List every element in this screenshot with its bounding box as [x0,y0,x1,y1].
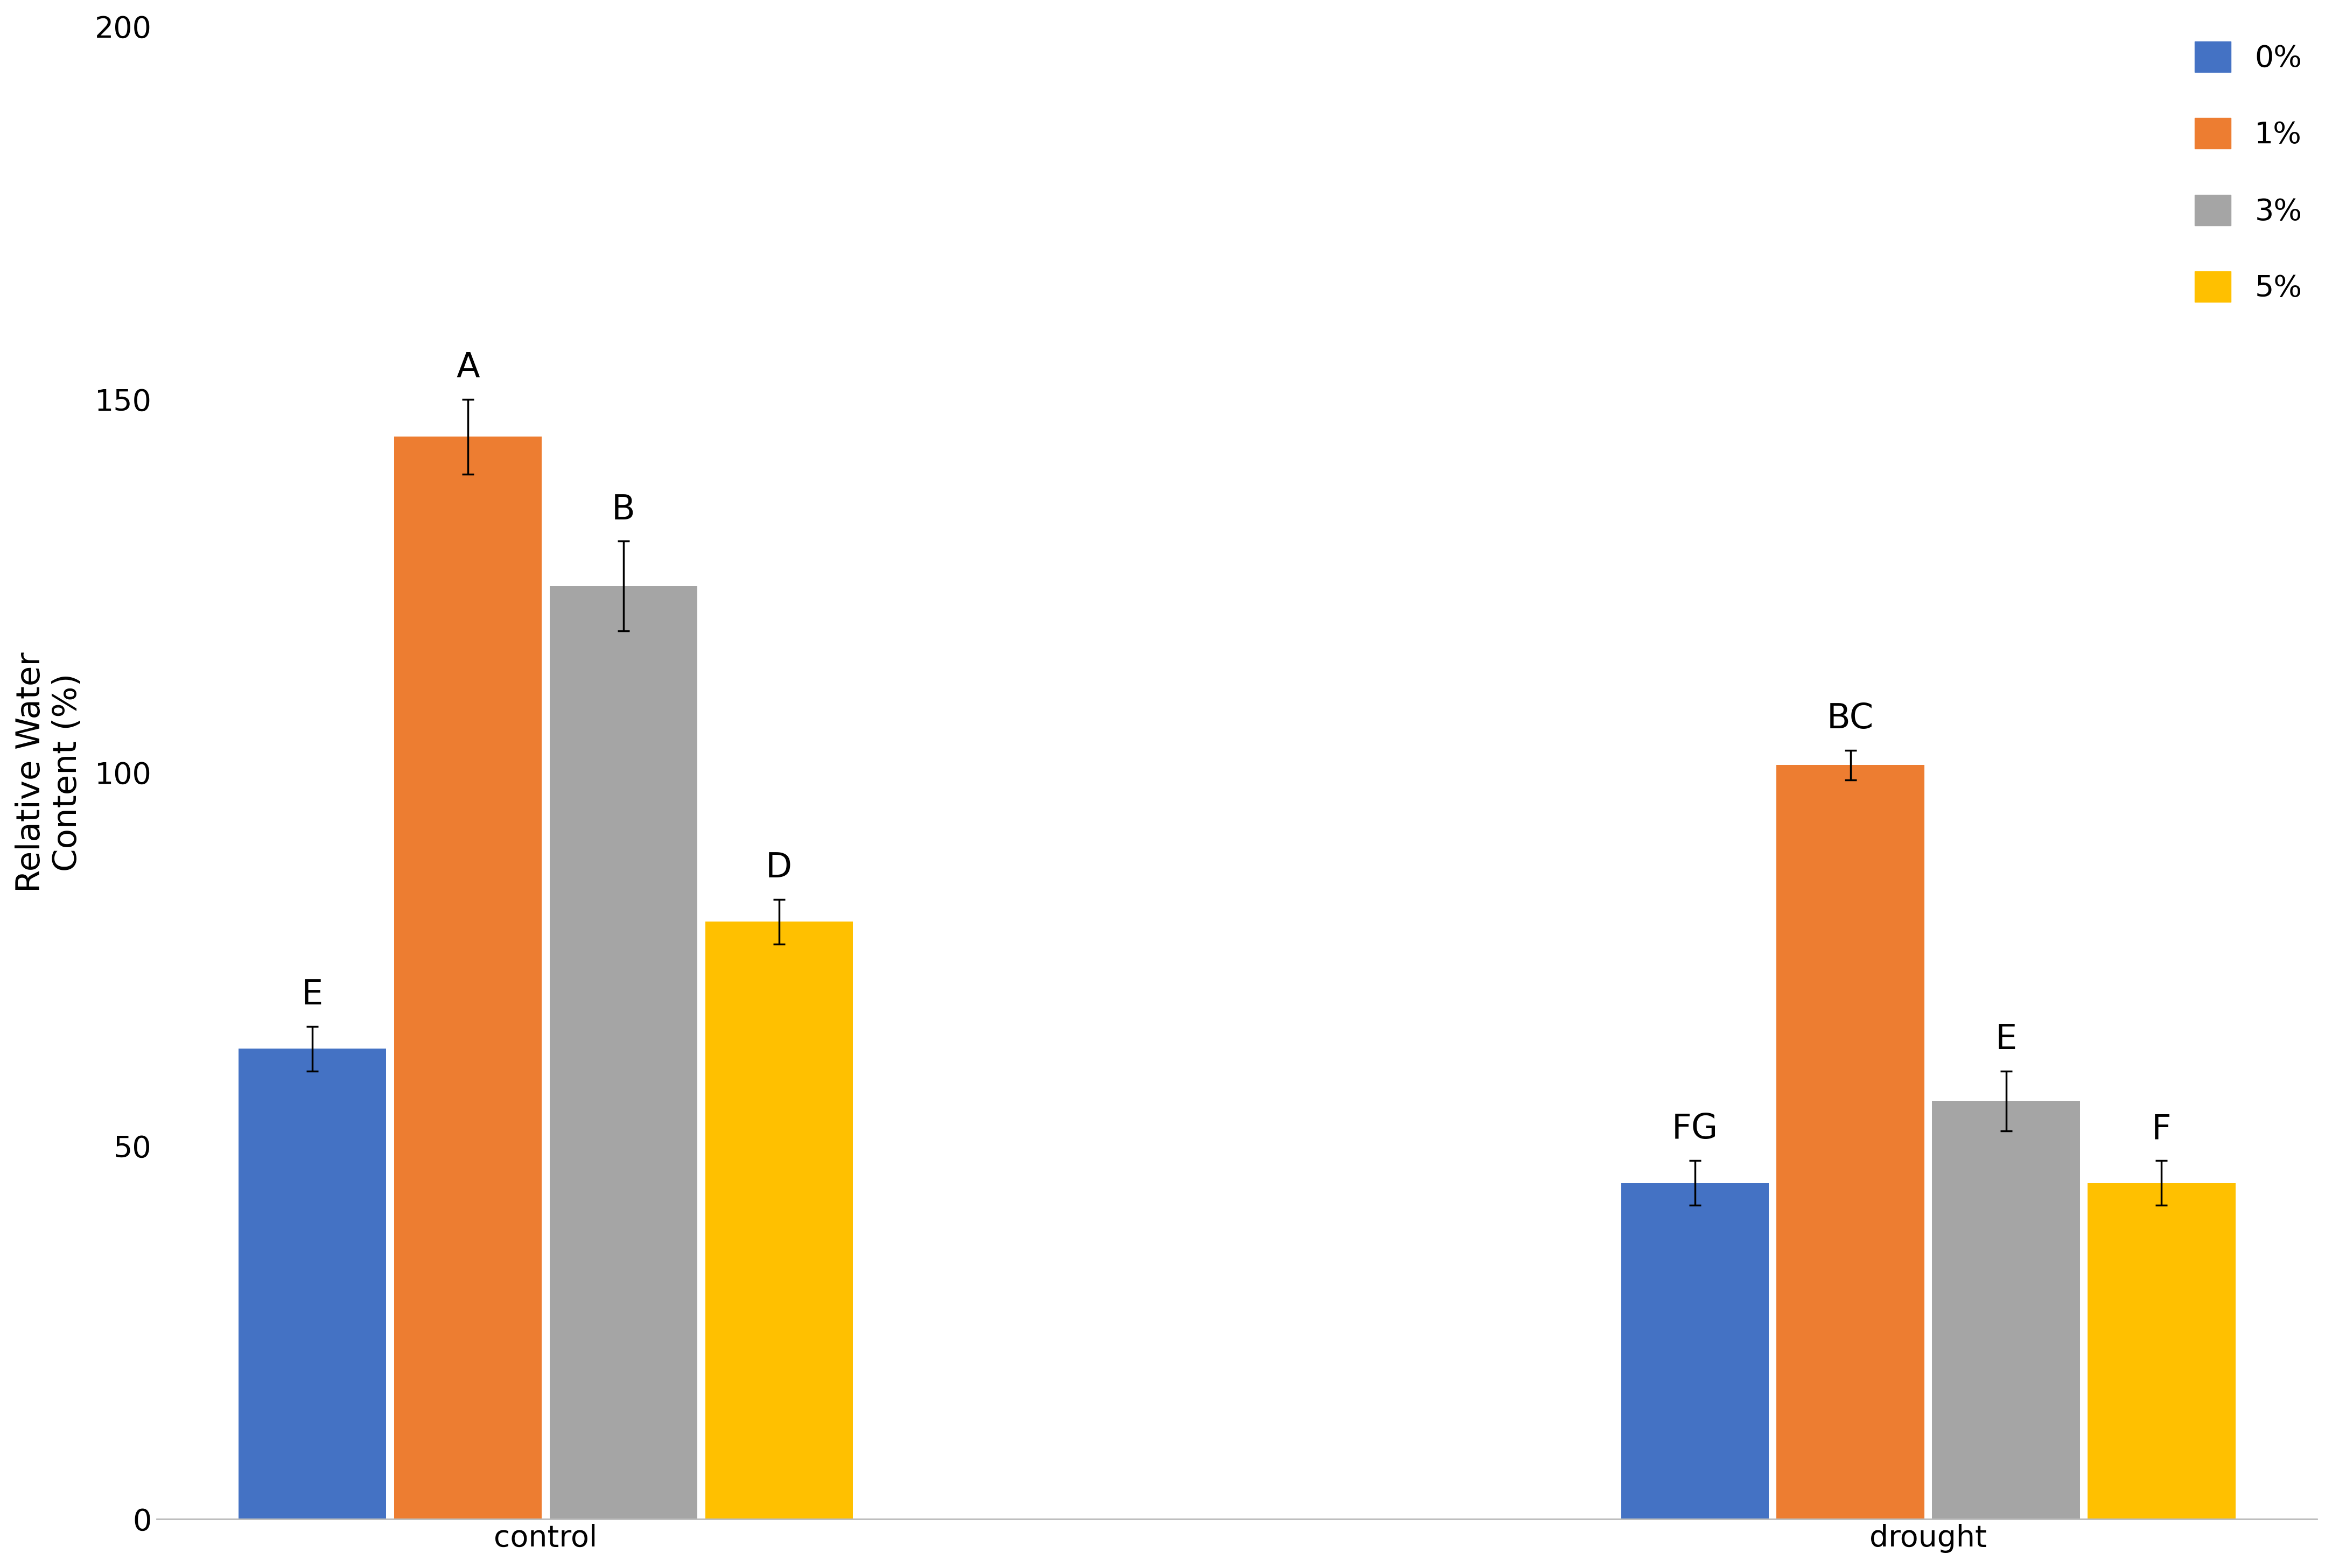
Text: D: D [765,851,793,884]
Text: B: B [611,492,634,527]
Y-axis label: Relative Water
Content (%): Relative Water Content (%) [14,652,84,892]
Bar [550,586,697,1519]
Text: E: E [301,978,324,1011]
Bar [704,922,854,1519]
Text: BC: BC [1826,702,1875,735]
Bar [1621,1182,1768,1519]
Text: F: F [2152,1112,2171,1146]
Bar [2087,1182,2236,1519]
Bar [238,1049,387,1519]
Text: A: A [457,351,480,384]
Bar [394,437,541,1519]
Legend: 0%, 1%, 3%, 5%: 0%, 1%, 3%, 5% [2194,41,2302,303]
Text: FG: FG [1672,1112,1719,1146]
Bar [1777,765,1924,1519]
Bar [1933,1101,2080,1519]
Text: E: E [1996,1022,2017,1057]
